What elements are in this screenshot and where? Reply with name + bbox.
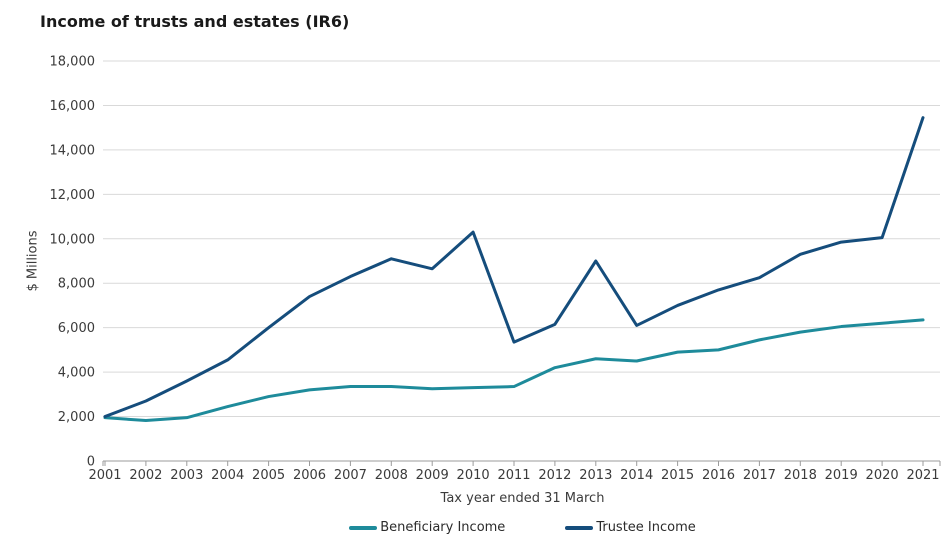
x-tick-label: 2012 <box>538 468 571 483</box>
legend-label: Beneficiary Income <box>380 520 506 535</box>
x-tick-label: 2021 <box>906 468 939 483</box>
legend-label: Trustee Income <box>596 520 696 535</box>
legend-item-trustee-income: Trustee Income <box>565 520 696 535</box>
x-tick-label: 2011 <box>497 468 530 483</box>
x-tick-label: 2002 <box>129 468 162 483</box>
x-tick-label: 2020 <box>866 468 899 483</box>
x-tick-label: 2017 <box>743 468 776 483</box>
x-tick-label: 2001 <box>88 468 121 483</box>
y-tick-label: 14,000 <box>50 143 96 158</box>
y-tick-label: 18,000 <box>50 55 96 70</box>
y-tick-label: 0 <box>87 455 95 470</box>
x-tick-label: 2010 <box>457 468 490 483</box>
y-tick-label: 12,000 <box>50 188 96 203</box>
beneficiary-income-line <box>103 318 925 423</box>
y-tick-label: 6,000 <box>58 321 95 336</box>
x-tick-label: 2006 <box>293 468 326 483</box>
trustee-income-line <box>103 116 925 419</box>
x-tick-label: 2018 <box>784 468 817 483</box>
x-tick-label: 2013 <box>579 468 612 483</box>
x-tick-label: 2016 <box>702 468 735 483</box>
chart-title: Income of trusts and estates (IR6) <box>40 12 350 31</box>
x-tick-label: 2003 <box>170 468 203 483</box>
y-tick-label: 4,000 <box>58 366 95 381</box>
x-axis-title: Tax year ended 31 March <box>440 491 605 506</box>
trustee-income-swatch-icon <box>565 525 594 530</box>
beneficiary-income-swatch-icon <box>349 525 378 530</box>
y-tick-label: 2,000 <box>58 410 95 425</box>
y-tick-label: 16,000 <box>50 99 96 114</box>
x-tick-label: 2004 <box>211 468 244 483</box>
x-tick-label: 2009 <box>416 468 449 483</box>
x-tick-label: 2019 <box>825 468 858 483</box>
x-tick-label: 2015 <box>661 468 694 483</box>
legend-item-beneficiary-income: Beneficiary Income <box>349 520 505 535</box>
x-tick-label: 2014 <box>620 468 653 483</box>
y-tick-label: 10,000 <box>50 232 96 247</box>
x-tick-label: 2005 <box>252 468 285 483</box>
legend: Beneficiary Income Trustee Income <box>105 520 940 535</box>
x-tick-label: 2007 <box>334 468 367 483</box>
x-tick-label: 2008 <box>375 468 408 483</box>
y-tick-label: 8,000 <box>58 277 95 292</box>
